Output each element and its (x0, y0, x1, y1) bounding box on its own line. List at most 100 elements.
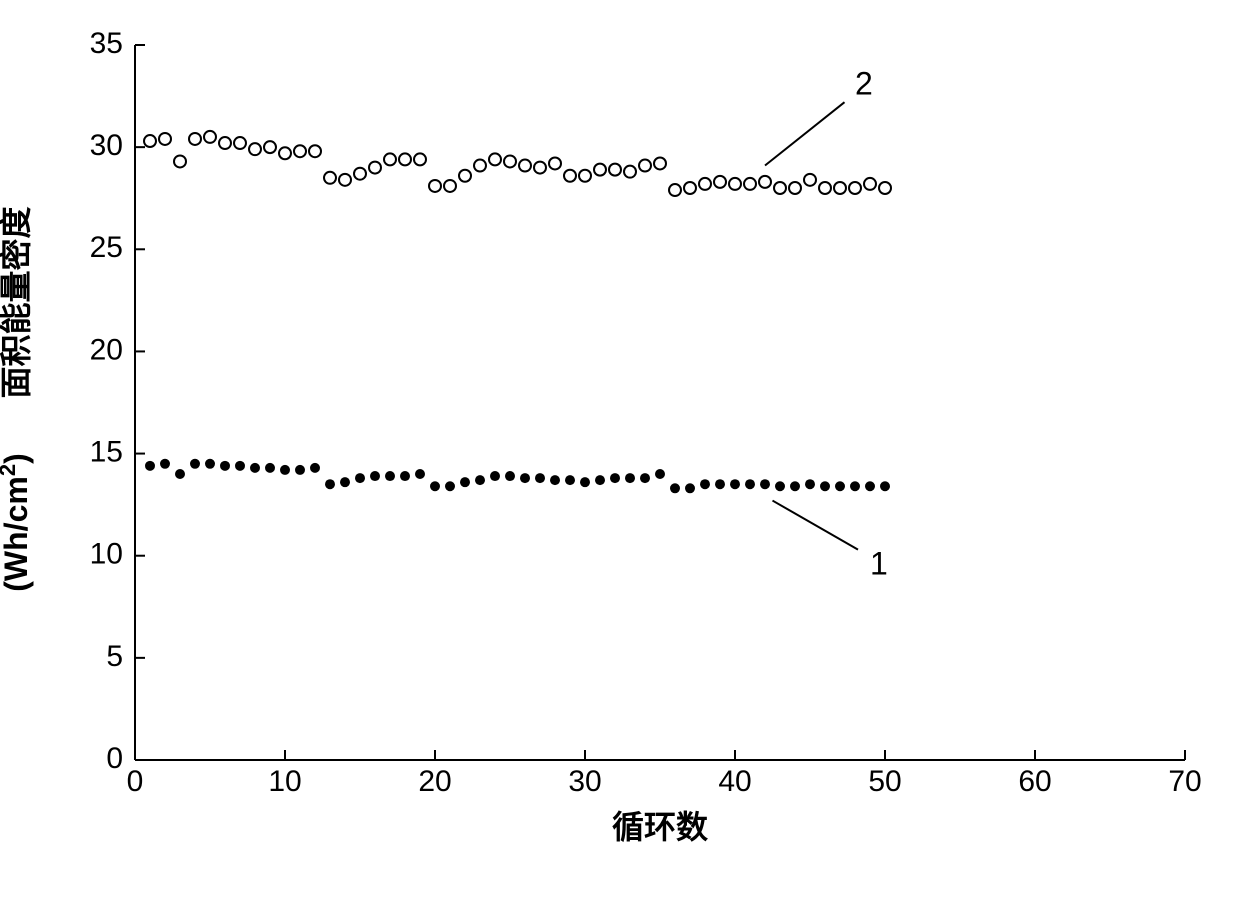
data-point (294, 145, 306, 157)
y-tick-label: 0 (106, 742, 123, 775)
data-point (819, 182, 831, 194)
y-tick-label: 35 (90, 27, 123, 60)
x-tick-label: 30 (568, 765, 601, 798)
data-point (654, 157, 666, 169)
data-point (219, 137, 231, 149)
data-point (534, 162, 546, 174)
x-tick-label: 50 (868, 765, 901, 798)
data-point (820, 481, 830, 491)
data-point (145, 461, 155, 471)
data-point (280, 465, 290, 475)
data-point (745, 479, 755, 489)
data-point (414, 153, 426, 165)
data-point (385, 471, 395, 481)
data-point (355, 473, 365, 483)
data-point (790, 481, 800, 491)
data-point (309, 145, 321, 157)
data-point (684, 182, 696, 194)
data-point (220, 461, 230, 471)
y-axis-unit-sup: 2 (0, 464, 20, 476)
data-point (340, 477, 350, 487)
data-point (700, 479, 710, 489)
data-point (565, 475, 575, 485)
data-point (474, 160, 486, 172)
data-point (369, 162, 381, 174)
data-point (729, 178, 741, 190)
data-point (325, 479, 335, 489)
data-point (715, 479, 725, 489)
data-point (459, 170, 471, 182)
data-point (429, 180, 441, 192)
data-point (669, 184, 681, 196)
data-point (850, 481, 860, 491)
data-point (384, 153, 396, 165)
data-point (549, 157, 561, 169)
x-tick-label: 40 (718, 765, 751, 798)
data-point (625, 473, 635, 483)
data-point (655, 469, 665, 479)
data-point (685, 483, 695, 493)
y-axis-unit-suffix: ) (0, 453, 34, 464)
data-point (520, 473, 530, 483)
data-point (550, 475, 560, 485)
data-point (460, 477, 470, 487)
data-point (445, 481, 455, 491)
data-point (370, 471, 380, 481)
x-tick-label: 70 (1168, 765, 1201, 798)
data-point (804, 174, 816, 186)
data-point (864, 178, 876, 190)
data-point (595, 475, 605, 485)
data-point (264, 141, 276, 153)
data-point (265, 463, 275, 473)
data-point (144, 135, 156, 147)
data-point (564, 170, 576, 182)
x-axis-label: 循环数 (612, 809, 709, 845)
data-point (670, 483, 680, 493)
data-point (354, 168, 366, 180)
data-point (580, 477, 590, 487)
data-point (324, 172, 336, 184)
annotation-label: 2 (855, 65, 873, 101)
data-point (699, 178, 711, 190)
data-point (489, 153, 501, 165)
data-point (805, 479, 815, 489)
data-point (159, 133, 171, 145)
data-point (609, 164, 621, 176)
data-point (579, 170, 591, 182)
data-point (430, 481, 440, 491)
data-point (205, 459, 215, 469)
data-point (189, 133, 201, 145)
data-point (594, 164, 606, 176)
data-point (490, 471, 500, 481)
data-point (444, 180, 456, 192)
data-point (295, 465, 305, 475)
data-point (234, 137, 246, 149)
data-point (610, 473, 620, 483)
data-point (250, 463, 260, 473)
data-point (415, 469, 425, 479)
data-point (880, 481, 890, 491)
data-point (249, 143, 261, 155)
data-point (789, 182, 801, 194)
data-point (400, 471, 410, 481)
data-point (310, 463, 320, 473)
x-tick-label: 20 (418, 765, 451, 798)
data-point (624, 166, 636, 178)
y-tick-label: 20 (90, 333, 123, 366)
x-tick-label: 0 (127, 765, 144, 798)
annotation-label: 1 (870, 545, 888, 581)
data-point (174, 155, 186, 167)
data-point (639, 160, 651, 172)
data-point (399, 153, 411, 165)
data-point (775, 481, 785, 491)
data-point (640, 473, 650, 483)
y-tick-label: 10 (90, 538, 123, 571)
data-point (505, 471, 515, 481)
data-point (175, 469, 185, 479)
data-point (759, 176, 771, 188)
data-point (849, 182, 861, 194)
data-point (160, 459, 170, 469)
data-point (879, 182, 891, 194)
data-point (760, 479, 770, 489)
data-point (235, 461, 245, 471)
